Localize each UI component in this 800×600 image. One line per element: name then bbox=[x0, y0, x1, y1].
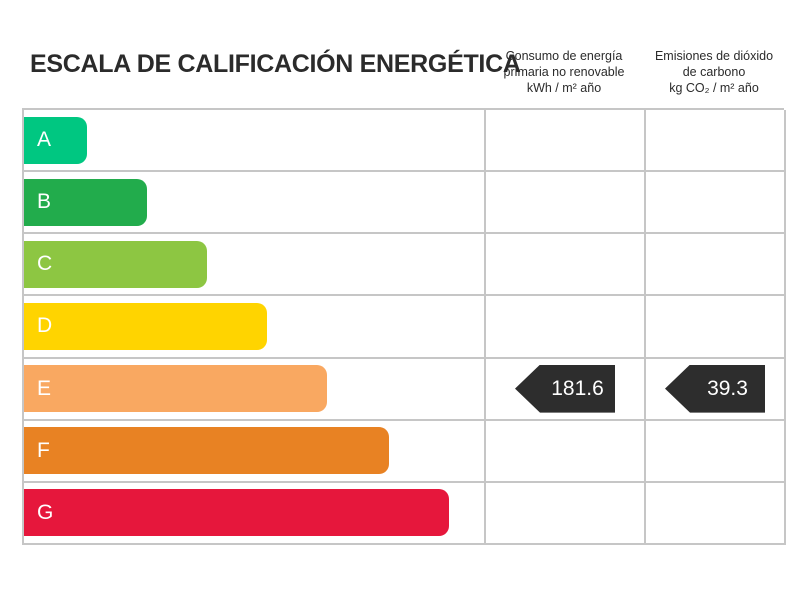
rating-bar-d: D bbox=[24, 302, 267, 350]
rating-row-b-bar-cell: B bbox=[24, 172, 486, 235]
consumption-header-line2: primaria no renovable bbox=[503, 65, 625, 79]
rating-bar-f: F bbox=[24, 427, 389, 475]
rating-letter-g: G bbox=[37, 500, 54, 524]
rating-table: A B C D bbox=[22, 108, 786, 545]
rating-row-a-bar-cell: A bbox=[24, 110, 486, 173]
rating-letter-a: A bbox=[37, 128, 52, 152]
rating-row-d-consumption-cell bbox=[486, 296, 646, 359]
rating-row-e-emissions-cell: 39.3 bbox=[646, 358, 786, 421]
rating-row-c-bar-cell: C bbox=[24, 234, 486, 297]
rating-letter-c: C bbox=[37, 252, 53, 276]
rating-row-f-consumption-cell bbox=[486, 420, 646, 483]
rating-bar-g: G bbox=[24, 489, 449, 537]
rating-row-g-bar-cell: G bbox=[24, 482, 486, 545]
rating-row-f-bar-cell: F bbox=[24, 420, 486, 483]
rating-row-e-bar-cell: E bbox=[24, 358, 486, 421]
rating-row-a-consumption-cell bbox=[486, 110, 646, 173]
emissions-value-arrow: 39.3 bbox=[665, 364, 765, 413]
rating-row-b-consumption-cell bbox=[486, 172, 646, 235]
rating-letter-f: F bbox=[37, 438, 50, 462]
rating-row-a-emissions-cell bbox=[646, 110, 786, 173]
emissions-header-line2: de carbono bbox=[682, 65, 746, 79]
rating-row-b-emissions-cell bbox=[646, 172, 786, 235]
rating-row-c-emissions-cell bbox=[646, 234, 786, 297]
emissions-value: 39.3 bbox=[707, 376, 748, 400]
consumption-column-header: Consumo de energía primaria no renovable… bbox=[484, 48, 644, 96]
consumption-value: 181.6 bbox=[551, 376, 604, 400]
consumption-header-line1: Consumo de energía bbox=[505, 49, 623, 63]
consumption-value-arrow: 181.6 bbox=[515, 364, 615, 413]
consumption-header-unit: kWh / m² año bbox=[526, 81, 602, 95]
rating-bar-e: E bbox=[24, 365, 327, 413]
emissions-header-unit: kg CO₂ / m² año bbox=[669, 81, 759, 95]
rating-letter-e: E bbox=[37, 376, 52, 400]
rating-row-g-consumption-cell bbox=[486, 482, 646, 545]
rating-row-g-emissions-cell bbox=[646, 482, 786, 545]
rating-row-f-emissions-cell bbox=[646, 420, 786, 483]
rating-row-c-consumption-cell bbox=[486, 234, 646, 297]
page-title: ESCALA DE CALIFICACIÓN ENERGÉTICA bbox=[30, 50, 521, 78]
rating-letter-b: B bbox=[37, 190, 52, 214]
emissions-column-header: Emisiones de dióxido de carbono kg CO₂ /… bbox=[644, 48, 784, 96]
rating-row-d-emissions-cell bbox=[646, 296, 786, 359]
rating-bar-a: A bbox=[24, 116, 87, 164]
emissions-header-line1: Emisiones de dióxido bbox=[654, 49, 774, 63]
rating-bar-c: C bbox=[24, 240, 207, 288]
rating-row-d-bar-cell: D bbox=[24, 296, 486, 359]
rating-bar-b: B bbox=[24, 178, 147, 226]
rating-letter-d: D bbox=[37, 314, 53, 338]
rating-row-e-consumption-cell: 181.6 bbox=[486, 358, 646, 421]
